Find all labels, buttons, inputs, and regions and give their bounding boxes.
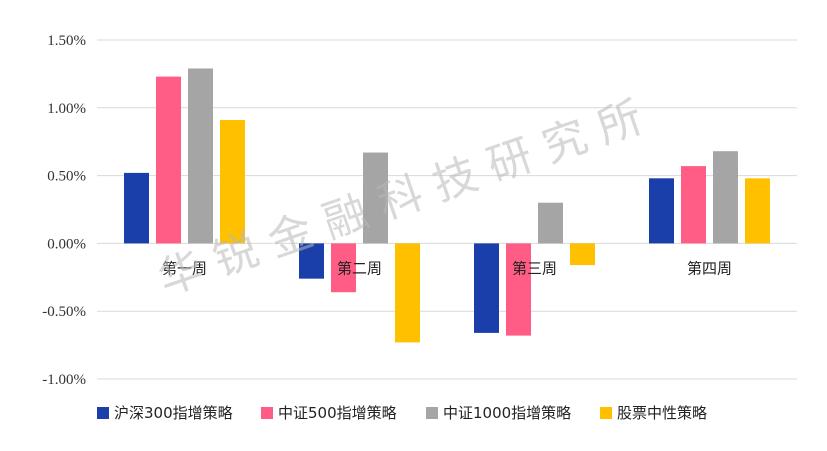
- x-category-label: 第三周: [512, 259, 557, 277]
- bar-3-4: [713, 151, 738, 244]
- bar-4-1: [220, 120, 245, 244]
- x-category-label: 第二周: [337, 259, 382, 277]
- bar-3-2: [363, 152, 388, 244]
- bar-2-4: [681, 166, 706, 244]
- bar-1-4: [649, 178, 674, 244]
- bar-2-3: [506, 243, 531, 336]
- legend-label: 股票中性策略: [617, 404, 707, 422]
- legend-swatch: [426, 407, 438, 419]
- y-axis-ticks: 1.50% 1.00% 0.50% 0.00% -0.50% -1.00%: [42, 33, 86, 388]
- legend: 沪深300指增策略 中证500指增策略 中证1000指增策略 股票中性策略: [97, 404, 707, 422]
- x-category-label: 第四周: [687, 259, 732, 277]
- x-axis-categories: 第一周 第二周 第三周 第四周: [162, 259, 732, 277]
- bar-1-1: [124, 172, 149, 244]
- legend-swatch: [97, 407, 109, 419]
- legend-swatch: [261, 407, 273, 419]
- y-tick-label: 0.50%: [47, 169, 86, 185]
- bar-1-3: [474, 243, 499, 333]
- bar-4-3: [570, 243, 595, 266]
- gridlines: [97, 39, 797, 380]
- bar-1-2: [299, 243, 324, 279]
- y-tick-label: 1.50%: [47, 33, 86, 49]
- legend-label: 沪深300指增策略: [114, 404, 233, 422]
- legend-swatch: [600, 407, 612, 419]
- bar-2-2: [331, 243, 356, 293]
- bar-4-4: [745, 178, 770, 244]
- legend-label: 中证1000指增策略: [443, 404, 571, 422]
- bar-4-2: [395, 243, 420, 343]
- y-tick-label: 0.00%: [47, 236, 86, 252]
- bars: [124, 68, 770, 343]
- y-tick-label: -0.50%: [42, 304, 86, 320]
- bar-2-1: [156, 76, 181, 244]
- legend-label: 中证500指增策略: [278, 404, 397, 422]
- bar-3-1: [188, 68, 213, 244]
- x-category-label: 第一周: [162, 259, 207, 277]
- bar-3-3: [538, 202, 563, 244]
- y-tick-label: 1.00%: [47, 101, 86, 117]
- y-tick-label: -1.00%: [42, 372, 86, 388]
